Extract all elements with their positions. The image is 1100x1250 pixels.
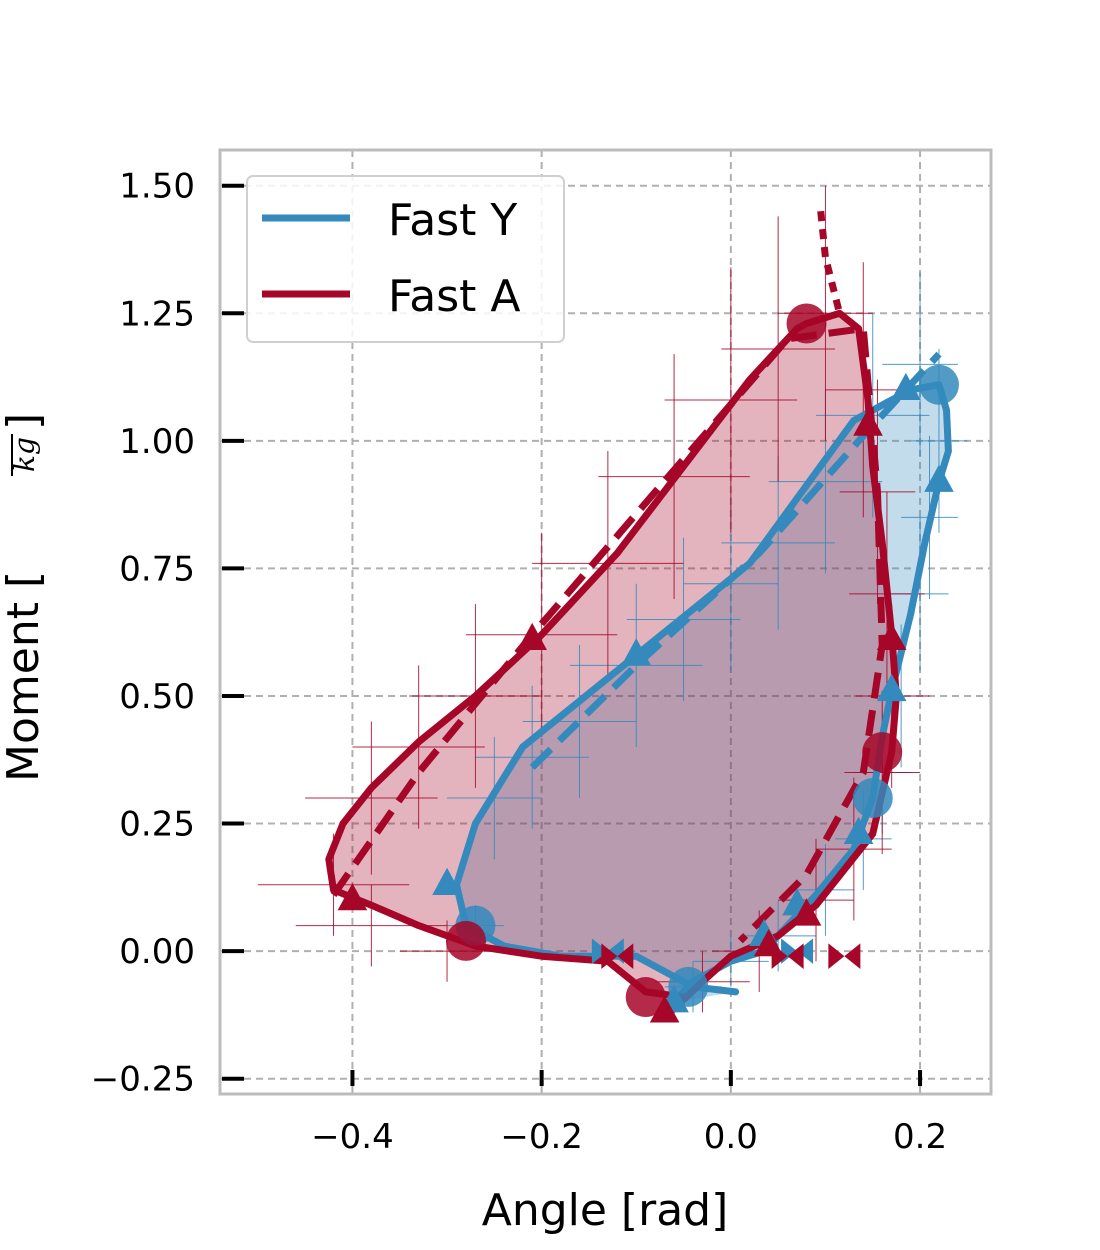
circle-marker-fast-y bbox=[852, 778, 893, 819]
triangle-marker-fast-y bbox=[432, 867, 462, 895]
triangle-marker-fast-y bbox=[876, 673, 907, 702]
circle-marker-fast-a bbox=[445, 920, 486, 961]
y-tick-label: 1.50 bbox=[119, 167, 195, 207]
x-axis-title: Angle [rad] bbox=[482, 1185, 729, 1236]
y-axis-unit: kg bbox=[8, 437, 41, 472]
series-markers bbox=[337, 303, 959, 1023]
errorbar-fast-y bbox=[570, 583, 703, 748]
triangle-marker-fast-y bbox=[843, 816, 874, 844]
y-axis-title-text: Moment [ bbox=[0, 571, 49, 782]
y-tick-label: 1.25 bbox=[119, 294, 195, 334]
legend: Fast Y Fast A bbox=[246, 175, 565, 343]
x-tick-label: −0.2 bbox=[500, 1117, 583, 1157]
circle-marker-fast-y bbox=[918, 364, 959, 405]
series-dashed-line-fast-y bbox=[529, 351, 942, 770]
triangle-marker-fast-a bbox=[853, 408, 883, 436]
triangle-marker-fast-a bbox=[876, 622, 907, 651]
y-tick-label: 0.25 bbox=[119, 805, 195, 845]
triangle-marker-fast-y bbox=[621, 638, 652, 666]
axis-ticks: −0.4 −0.2 0.0 0.2 −0.25 0.00 0.25 0.50 0.75 1.00 1… bbox=[91, 167, 947, 1157]
errorbar-fast-a bbox=[352, 665, 485, 829]
triangle-marker-fast-y bbox=[924, 464, 954, 492]
y-tick-label: 1.00 bbox=[119, 422, 195, 462]
y-tick-label: 0.75 bbox=[119, 549, 195, 589]
bowtie-marker-fast-a bbox=[828, 943, 861, 970]
triangle-marker-fast-a bbox=[337, 883, 368, 911]
triangle-marker-fast-a bbox=[517, 622, 547, 651]
triangle-marker-fast-a bbox=[791, 898, 822, 926]
y-axis-title: Moment [ kg ] bbox=[0, 413, 49, 782]
errorbar-fast-y bbox=[475, 685, 589, 829]
bowtie-marker-fast-a bbox=[771, 943, 804, 970]
legend-label-fast-y: Fast Y bbox=[388, 195, 517, 246]
x-tick-label: 0.2 bbox=[893, 1117, 947, 1157]
triangle-marker-fast-y bbox=[891, 372, 921, 401]
errorbar-fast-y bbox=[882, 272, 958, 457]
errorbar-fast-a bbox=[844, 690, 921, 855]
legend-label-fast-a: Fast A bbox=[388, 271, 521, 322]
circle-marker-fast-a bbox=[625, 977, 666, 1018]
y-tick-label: −0.25 bbox=[91, 1060, 195, 1100]
circle-marker-fast-a bbox=[786, 303, 827, 344]
y-tick-label: 0.50 bbox=[119, 677, 195, 717]
circle-marker-fast-a bbox=[862, 732, 903, 773]
triangle-marker-fast-a bbox=[649, 995, 680, 1023]
x-tick-label: 0.0 bbox=[704, 1117, 758, 1157]
bowtie-marker-fast-a bbox=[601, 943, 634, 970]
svg-text:Moment [: Moment [ bbox=[0, 571, 49, 782]
errorbar-fast-y bbox=[721, 456, 835, 630]
y-tick-label: 0.00 bbox=[119, 932, 195, 972]
y-axis-unit-bracket: ] bbox=[0, 413, 49, 430]
series-dashed-line-fast-a bbox=[330, 324, 886, 944]
x-tick-label: −0.4 bbox=[311, 1117, 394, 1157]
plot-frame bbox=[218, 148, 993, 1096]
